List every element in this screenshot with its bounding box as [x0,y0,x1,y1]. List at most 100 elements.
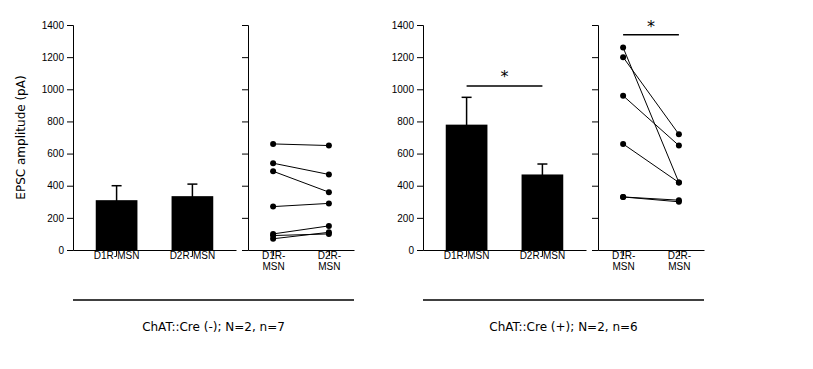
point [270,160,276,166]
error-bar [187,184,197,208]
x-tick-label: D1R-MSN [262,250,285,272]
error-bar-cap [112,214,122,216]
y-tick: 0 [408,245,423,256]
y-tick-mark [592,250,598,251]
y-tick-mark [417,25,423,26]
y-tick [242,89,248,90]
y-tick: 1200 [392,52,423,63]
point [326,200,332,206]
line [623,48,679,183]
marks [96,184,214,250]
panel: 0200400600800100012001400D1R-MSND2R-MSN [42,20,237,261]
y-tick-label: 1000 [42,84,65,95]
point [676,131,682,137]
y-tick-mark [242,154,248,155]
y-tick-mark [242,250,248,251]
error-bar-cap [462,151,472,153]
y-tick-label: 400 [47,180,64,191]
point [326,223,332,229]
x-tick: D2R-MSN [668,250,691,272]
y-tick-label: 1200 [392,52,415,63]
y-tick-label: 600 [47,148,64,159]
x-tick-label: D2R-MSN [668,250,691,272]
chart: 0200400600800100012001400D1R-MSND2R-MSNE… [0,0,813,369]
y-tick [592,218,598,219]
y-tick-mark [592,25,598,26]
y-tick: 400 [47,180,73,191]
x-tick-label: D2R-MSN [170,250,216,261]
y-tick-mark [67,89,73,90]
y-tick-mark [242,57,248,58]
panel: 0200400600800100012001400D1R-MSND2R-MSN* [392,20,587,261]
point [326,171,332,177]
y-tick-label: 800 [47,116,64,127]
y-tick-mark [242,218,248,219]
error-bar-cap [187,183,197,185]
bar [522,174,564,250]
y-tick-mark [417,57,423,58]
error-bar [462,97,472,152]
y-tick-mark [242,186,248,187]
y-tick-mark [417,154,423,155]
y-tick-mark [417,186,423,187]
y-tick [242,25,248,26]
y-tick-mark [67,250,73,251]
point [270,236,276,242]
y-tick-mark [592,57,598,58]
line [273,226,329,234]
y-tick-label: 1000 [392,84,415,95]
line [273,203,329,206]
x-tick-label: D2R-MSN [318,250,341,272]
y-tick-mark [417,89,423,90]
y-axis: 0200400600800100012001400 [392,20,424,256]
x-axis: D1R-MSN D2R-MSN [599,250,705,272]
x-axis: D1R-MSN D2R-MSN [424,250,587,261]
point [326,189,332,195]
y-tick [242,250,248,251]
y-tick-label: 0 [58,245,64,256]
y-tick [592,154,598,155]
error-bar [537,164,547,185]
panel: D1R-MSN D2R-MSN [242,26,355,273]
y-tick-mark [417,250,423,251]
y-tick: 1000 [392,84,423,95]
y-tick [592,121,598,122]
y-tick-label: 1400 [42,20,65,31]
line [273,163,329,174]
point [620,45,626,51]
y-axis [592,26,599,251]
y-tick-mark [67,57,73,58]
line [623,144,679,183]
line [273,171,329,192]
error-bar-stem [542,164,544,185]
y-tick-label: 200 [397,213,414,224]
error-bar [112,186,122,215]
point [676,143,682,149]
x-tick: D1R-MSN [444,250,490,261]
x-tick-label: D1R-MSN [612,250,635,272]
x-tick: D2R-MSN [520,250,566,261]
point [326,143,332,149]
y-tick-mark [242,89,248,90]
error-bar-cap [187,207,197,209]
line [273,232,329,238]
y-tick [242,121,248,122]
point [326,229,332,235]
error-bar-stem [116,186,118,215]
y-axis-line [417,26,424,251]
y-tick-mark [417,121,423,122]
y-tick: 600 [47,148,73,159]
x-axis: D1R-MSN D2R-MSN [249,250,355,272]
y-tick: 1200 [42,52,73,63]
y-tick-label: 800 [397,116,414,127]
y-tick [242,218,248,219]
line [623,57,679,134]
y-tick-label: 1200 [42,52,65,63]
point [620,93,626,99]
error-bar-cap [537,184,547,186]
marks [620,45,682,205]
x-tick-label: D1R-MSN [444,250,490,261]
y-tick: 200 [47,213,73,224]
y-axis: 0 200 400 600 800 1000 1200 1400 [42,20,74,256]
line [273,144,329,146]
